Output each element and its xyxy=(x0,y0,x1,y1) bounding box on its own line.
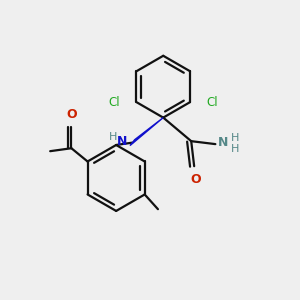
Polygon shape xyxy=(130,118,163,146)
Text: N: N xyxy=(218,136,228,149)
Text: H: H xyxy=(231,133,239,142)
Text: O: O xyxy=(66,108,77,121)
Text: Cl: Cl xyxy=(109,96,120,109)
Text: Cl: Cl xyxy=(206,96,218,109)
Text: O: O xyxy=(190,173,201,186)
Text: H: H xyxy=(109,132,117,142)
Text: H: H xyxy=(231,144,239,154)
Text: N: N xyxy=(117,135,127,148)
